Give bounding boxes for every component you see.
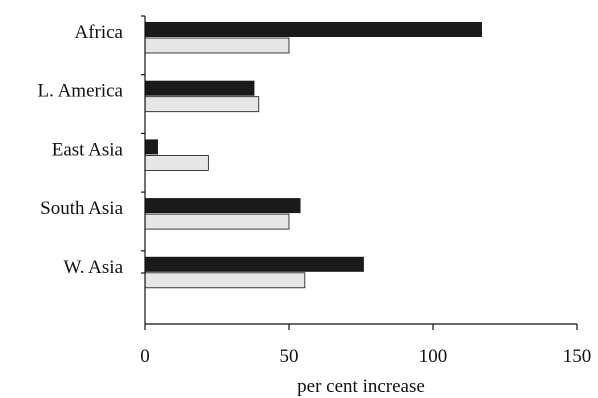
bar-l-america-series-2 — [144, 96, 260, 113]
category-label: L. America — [38, 81, 124, 102]
labels-layer: Africa L. America East Asia South Asia W. As… — [38, 22, 592, 367]
bars-layer — [144, 22, 482, 289]
bar-africa-series-2 — [144, 37, 290, 54]
bar-w-asia-series-1 — [145, 256, 364, 272]
bar-south-asia-series-1 — [145, 198, 301, 214]
x-tick-label: 100 — [419, 346, 448, 367]
category-label: W. Asia — [64, 257, 124, 278]
category-label: East Asia — [52, 139, 124, 160]
ticks-layer — [141, 15, 578, 330]
x-tick-label: 0 — [140, 346, 150, 367]
bar-africa-series-1 — [145, 22, 482, 37]
category-label: South Asia — [40, 198, 123, 219]
bar-l-america-series-1 — [145, 80, 255, 96]
x-tick-label: 50 — [280, 346, 299, 367]
x-tick-label: 150 — [563, 346, 592, 367]
category-label: Africa — [74, 22, 123, 43]
bar-east-asia-series-1 — [145, 139, 158, 155]
bar-w-asia-series-2 — [144, 272, 306, 289]
x-axis-title: per cent increase — [297, 376, 425, 397]
bar-south-asia-series-2 — [144, 213, 290, 230]
bar-east-asia-series-2 — [144, 154, 209, 171]
